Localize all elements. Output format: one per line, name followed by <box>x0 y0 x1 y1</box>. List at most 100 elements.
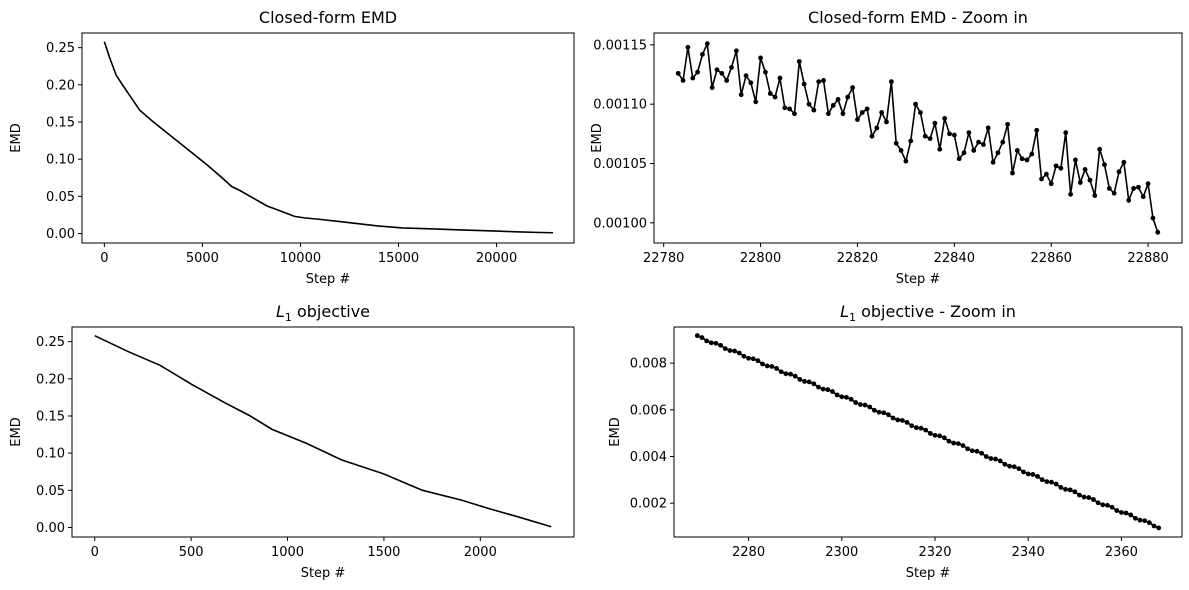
data-point <box>1025 471 1031 477</box>
y-tick-label: 0.20 <box>46 78 75 93</box>
data-point <box>1007 463 1012 469</box>
data-point <box>1116 169 1122 175</box>
data-point <box>969 448 975 454</box>
data-point <box>1011 464 1017 470</box>
data-point <box>858 402 863 407</box>
data-point <box>937 433 943 439</box>
y-tick-label: 0.00100 <box>593 216 647 231</box>
data-point <box>680 78 686 83</box>
data-point <box>853 400 859 405</box>
data-point <box>830 102 836 108</box>
data-point <box>927 431 933 436</box>
data-point <box>708 340 714 346</box>
x-tick-label: 2280 <box>732 545 765 560</box>
data-point <box>951 440 957 446</box>
data-point <box>922 133 928 139</box>
data-point <box>1072 489 1078 495</box>
x-tick-label: 22780 <box>643 251 684 266</box>
data-point <box>685 44 691 50</box>
data-point <box>983 454 989 459</box>
data-point <box>763 69 768 75</box>
x-tick-label: 22880 <box>1127 251 1168 266</box>
data-point <box>879 110 885 115</box>
data-point <box>1063 130 1069 136</box>
y-tick-label: 0.25 <box>46 41 75 56</box>
data-point <box>1128 512 1134 518</box>
data-point <box>1087 177 1093 183</box>
data-point <box>1140 194 1146 200</box>
data-point <box>722 346 728 352</box>
y-tick-label: 0.15 <box>46 115 75 130</box>
data-point <box>1077 492 1082 498</box>
data-point <box>899 418 905 423</box>
data-point <box>694 333 700 339</box>
data-point <box>1095 500 1101 506</box>
title-rest: objective - Zoom in <box>856 302 1016 321</box>
data-point <box>844 394 849 400</box>
y-tick-label: 0.00 <box>36 521 65 536</box>
y-axis-label: EMD <box>9 123 24 152</box>
series-line <box>696 334 1160 529</box>
data-point <box>806 379 812 385</box>
data-point <box>913 425 919 431</box>
data-point <box>1136 184 1141 190</box>
plot-frame <box>71 326 575 538</box>
y-tick-label: 0.00110 <box>593 98 647 113</box>
data-point <box>713 340 719 346</box>
x-axis-label: Step # <box>301 566 346 581</box>
data-point <box>1000 139 1006 145</box>
data-point <box>1053 481 1059 487</box>
data-point <box>1005 121 1011 127</box>
data-point <box>947 131 952 137</box>
data-point <box>1126 197 1132 203</box>
y-tick-label: 0.00 <box>46 227 75 242</box>
data-point <box>811 107 817 113</box>
data-point <box>772 94 778 100</box>
data-point <box>918 110 923 115</box>
data-point <box>923 427 929 433</box>
data-point <box>764 363 770 369</box>
series-line <box>677 40 1159 233</box>
x-tick-label: 22860 <box>1031 251 1072 266</box>
data-point <box>1067 487 1073 493</box>
data-point <box>1002 461 1008 467</box>
data-point <box>951 132 957 138</box>
data-point <box>1156 525 1162 531</box>
x-tick-label: 500 <box>179 545 204 560</box>
x-tick-label: 2320 <box>918 545 951 560</box>
data-point <box>774 366 779 371</box>
data-point <box>797 377 803 382</box>
plot-title: L1 objective - Zoom in <box>840 302 1016 324</box>
data-point <box>965 446 971 452</box>
subplot-closed-form-emd-zoom: Closed-form EMD - Zoom in Step # EMD 227… <box>590 8 1183 287</box>
data-point <box>834 392 840 398</box>
y-axis-label: EMD <box>590 123 605 152</box>
x-axis-label: Step # <box>906 566 951 581</box>
plot-title: Closed-form EMD - Zoom in <box>808 8 1028 27</box>
y-tick-label: 0.00115 <box>593 38 647 53</box>
plot-title: Closed-form EMD <box>259 8 397 27</box>
data-point <box>753 99 759 105</box>
data-point <box>980 142 986 147</box>
data-point <box>1048 181 1054 187</box>
data-point <box>1145 181 1151 187</box>
x-tick-label: 2340 <box>1012 545 1045 560</box>
data-point <box>1137 517 1143 523</box>
data-point <box>1121 159 1127 165</box>
data-point <box>714 67 720 73</box>
data-point <box>898 148 904 153</box>
plot-frame <box>81 32 575 244</box>
data-point <box>1151 523 1157 529</box>
subplot-closed-form-emd: Closed-form EMD Step # EMD 0 5000 10000 150… <box>9 8 575 287</box>
data-point <box>695 69 700 75</box>
data-point <box>1063 486 1068 492</box>
data-point <box>995 150 1001 156</box>
y-tick-label: 0.008 <box>630 357 667 372</box>
data-point <box>927 136 933 141</box>
data-point <box>1016 466 1022 472</box>
data-point <box>801 81 807 87</box>
data-point <box>1039 176 1044 182</box>
data-point <box>700 51 705 57</box>
x-tick-label: 0 <box>91 545 99 560</box>
data-point <box>699 335 705 340</box>
